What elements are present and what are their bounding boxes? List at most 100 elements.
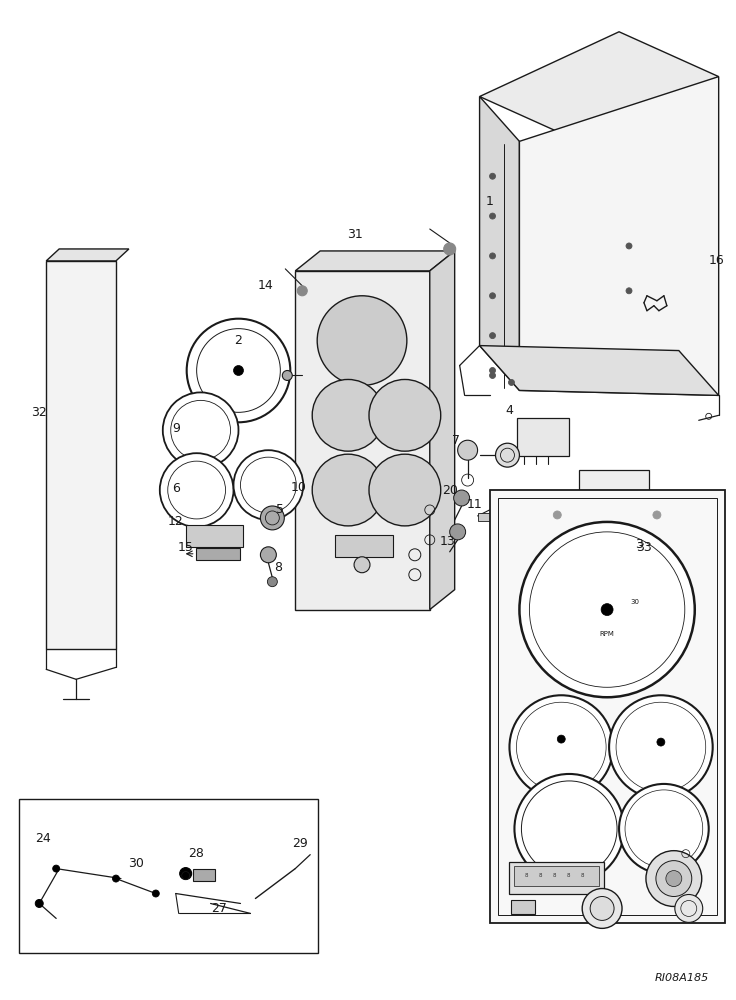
Circle shape [646,851,701,906]
Bar [193,869,215,881]
Text: 8: 8 [567,873,570,878]
Polygon shape [480,346,718,395]
Circle shape [489,213,495,219]
Circle shape [489,293,495,299]
Circle shape [444,243,456,255]
Circle shape [35,899,43,907]
Text: 4: 4 [506,404,514,417]
Text: 6: 6 [171,482,180,495]
Bar [594,543,636,559]
Circle shape [514,774,624,884]
Text: 11: 11 [467,498,483,511]
Text: 2: 2 [235,334,242,347]
Circle shape [163,392,238,468]
Text: 8: 8 [581,873,584,878]
Circle shape [557,735,565,743]
Text: 5: 5 [276,503,284,516]
Text: 16: 16 [709,254,724,267]
Text: 3: 3 [635,538,643,551]
Text: 10: 10 [290,481,306,494]
Circle shape [489,173,495,179]
Bar [498,498,717,915]
Bar [19,799,318,953]
Circle shape [267,577,277,587]
Bar [579,470,649,525]
Circle shape [626,243,632,249]
Circle shape [261,506,284,530]
Circle shape [312,379,384,451]
Circle shape [197,329,280,412]
Circle shape [180,868,191,880]
Text: 12: 12 [168,515,183,528]
Text: 7: 7 [452,434,460,447]
Text: 9: 9 [171,422,180,435]
Text: 8: 8 [525,873,528,878]
Polygon shape [480,32,718,141]
Polygon shape [430,251,455,610]
Text: 24: 24 [35,832,51,845]
Bar [478,513,495,521]
Circle shape [233,450,303,520]
Text: 20: 20 [442,484,458,497]
Text: 32: 32 [32,406,47,419]
Circle shape [509,379,514,385]
Circle shape [152,890,159,897]
Circle shape [529,532,684,687]
Bar [185,525,244,547]
Text: 14: 14 [258,279,273,292]
Bar [489,490,725,923]
Text: 30: 30 [128,857,144,870]
Bar [512,900,535,914]
Polygon shape [295,251,455,271]
Circle shape [458,440,478,460]
Text: 28: 28 [188,847,204,860]
Text: 8: 8 [275,561,283,574]
Circle shape [626,288,632,294]
Bar [509,862,604,894]
Polygon shape [520,77,718,395]
Circle shape [261,547,276,563]
Circle shape [517,702,606,792]
Text: 15: 15 [178,541,194,554]
Circle shape [450,524,466,540]
Circle shape [653,511,661,519]
Bar [517,418,569,456]
Polygon shape [46,249,129,261]
Circle shape [312,454,384,526]
Text: 29: 29 [292,837,308,850]
Circle shape [601,604,613,616]
Circle shape [369,454,441,526]
Text: 8: 8 [553,873,556,878]
Bar [335,535,393,557]
Circle shape [656,861,692,896]
Polygon shape [480,97,520,390]
Circle shape [553,511,562,519]
Text: 31: 31 [347,228,363,241]
Circle shape [317,296,407,385]
Circle shape [53,865,60,872]
Circle shape [369,379,441,451]
Bar [581,495,601,505]
Circle shape [489,368,495,373]
Circle shape [297,286,307,296]
Circle shape [354,557,370,573]
Circle shape [453,490,470,506]
Bar [569,547,581,555]
Circle shape [590,896,614,920]
Circle shape [616,702,706,792]
Circle shape [187,319,290,422]
Circle shape [521,781,617,877]
Polygon shape [295,271,430,610]
Circle shape [619,784,709,874]
Circle shape [283,370,292,380]
Circle shape [489,372,495,378]
Circle shape [582,889,622,928]
Circle shape [657,738,665,746]
Text: 30: 30 [631,599,640,605]
Circle shape [509,695,613,799]
Circle shape [520,522,695,697]
Polygon shape [196,548,241,560]
Text: 33: 33 [636,541,652,554]
Circle shape [489,253,495,259]
Text: 27: 27 [210,902,227,915]
